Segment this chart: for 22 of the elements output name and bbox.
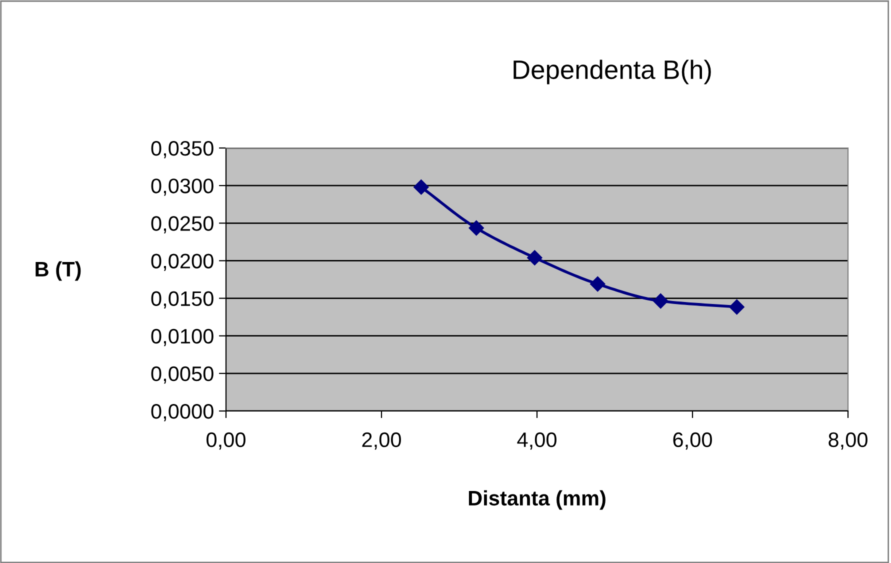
point [527, 250, 542, 266]
y-tick-label: 0,0300 [151, 178, 214, 196]
x-tick-label: 0,00 [206, 432, 246, 450]
y-tick-label: 0,0350 [151, 141, 214, 158]
chart-title: Dependenta B(h) [514, 60, 711, 84]
y-tick-label: 0,0150 [151, 291, 214, 308]
x-axis-title: Distanta (mm) [468, 490, 606, 510]
point [414, 180, 429, 195]
y-tick-label: 0,0050 [151, 366, 214, 384]
point [468, 220, 484, 236]
x-tick-label: 4,00 [517, 432, 556, 450]
point [653, 293, 668, 309]
x-tick-label: 2,00 [362, 432, 401, 450]
y-tick-label: 0,0000 [151, 404, 214, 422]
y-tick-label: 0,0100 [151, 328, 214, 346]
point [590, 276, 606, 292]
x-tick-label: 6,00 [673, 432, 712, 450]
y-tick-label: 0,0200 [151, 254, 214, 271]
y-axis-title: B (T) [36, 261, 81, 281]
x-tick-label: 8,00 [828, 432, 868, 450]
point [729, 299, 744, 315]
y-tick-label: 0,0250 [151, 216, 214, 234]
